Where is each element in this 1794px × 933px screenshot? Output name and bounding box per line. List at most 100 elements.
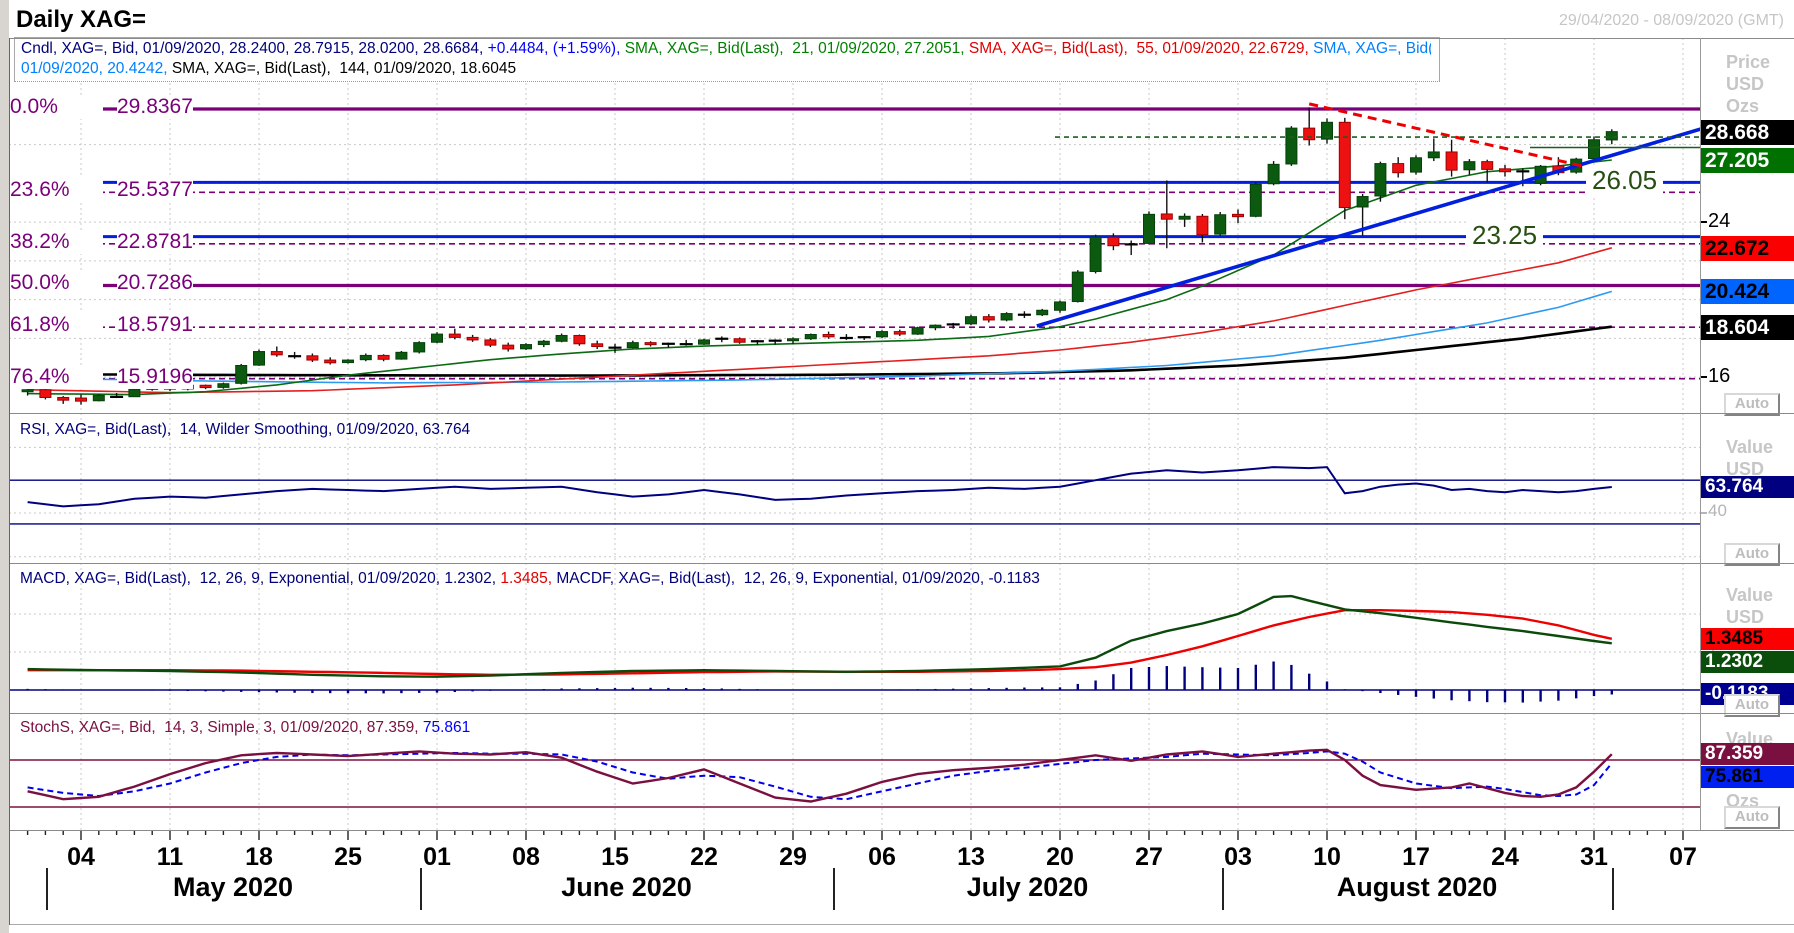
divider-macd-stoch	[9, 713, 1794, 714]
fib-pct: 76.4%	[10, 364, 103, 389]
scale-badge: 1.2302	[1700, 651, 1794, 673]
scale-header-label: USD	[1726, 74, 1765, 94]
month-label: August 2020	[1336, 872, 1498, 902]
week-label: 07	[1669, 843, 1697, 871]
week-label: 31	[1580, 843, 1608, 871]
legend-segment: 1.3485,	[500, 570, 557, 587]
fib-level-label: 76.4% 15.9196	[10, 364, 193, 389]
legend-segment: RSI, XAG=, Bid(Last), 14, Wilder Smoothi…	[20, 421, 471, 438]
scale-badge: 75.861	[1700, 766, 1794, 788]
main-legend-box: Cndl, XAG=, Bid, 01/09/2020, 28.2400, 28…	[14, 37, 1440, 82]
macd-panel[interactable]	[9, 563, 1700, 713]
scale-tick-mark	[1700, 512, 1707, 514]
time-axis[interactable]	[9, 830, 1700, 925]
legend-segment: Cndl, XAG=, Bid, 01/09/2020, 28.2400, 28…	[21, 40, 488, 57]
week-label: 22	[690, 843, 718, 871]
date-range-label: 29/04/2020 - 08/09/2020 (GMT)	[1558, 12, 1784, 29]
price-annotation: 26.05	[1586, 165, 1664, 197]
fib-value: 20.7286	[117, 271, 193, 296]
legend-segment: StochS, XAG=, Bid, 14, 3, Simple, 3, 01/…	[20, 719, 423, 736]
legend-segment: SMA, XAG=, Bid(Last), 144, 01/09/2020, 1…	[171, 60, 517, 77]
week-label: 06	[868, 843, 896, 871]
fib-pct: 0.0%	[10, 95, 103, 119]
scale-header-label: Ozs	[1726, 96, 1760, 116]
scale-badge: 1.3485	[1700, 628, 1794, 650]
divider-rsi-macd	[9, 563, 1794, 564]
fib-pct: 61.8%	[10, 313, 103, 338]
week-label: 24	[1491, 843, 1519, 871]
month-label: May 2020	[172, 872, 294, 902]
scale-header-label: Price	[1726, 52, 1771, 72]
macd-legend: MACD, XAG=, Bid(Last), 12, 26, 9, Expone…	[20, 570, 1040, 588]
week-label: 03	[1224, 843, 1252, 871]
legend-segment: MACDF, XAG=, Bid(Last), 12, 26, 9, Expon…	[556, 570, 1040, 587]
scale-tick-label: 16	[1708, 365, 1731, 388]
scale-tick-mark	[1700, 376, 1707, 378]
fib-value: 22.8781	[117, 229, 193, 254]
month-label: June 2020	[561, 872, 692, 902]
fib-value: 15.9196	[117, 364, 193, 389]
scale-badge: 20.424	[1700, 278, 1794, 304]
week-label: 18	[245, 843, 273, 871]
legend-segment: MACD, XAG=, Bid(Last), 12, 26, 9, Expone…	[20, 570, 501, 587]
month-separator	[420, 868, 422, 910]
legend-segment: SMA, XAG=, Bid(Last), 21, 01/09/2020, 27…	[624, 40, 969, 57]
frame-left	[9, 38, 10, 925]
auto-scale-button[interactable]: Auto	[1724, 806, 1780, 829]
rsi-panel[interactable]	[9, 413, 1700, 563]
main-legend-line2: 01/09/2020, 20.4242, SMA, XAG=, Bid(Last…	[21, 60, 1431, 78]
fib-level-label: 0.0% 29.8367	[10, 95, 193, 119]
stoch-panel[interactable]	[9, 713, 1700, 830]
fib-pct: 38.2%	[10, 229, 103, 254]
auto-scale-button[interactable]: Auto	[1724, 393, 1780, 416]
month-separator	[1222, 868, 1224, 910]
scale-tick-mark	[1700, 221, 1707, 223]
window-edge-strip	[0, 0, 9, 933]
week-label: 20	[1046, 843, 1074, 871]
frame-bottom	[9, 924, 1794, 925]
fib-level-label: 38.2% 22.8781	[10, 229, 193, 254]
legend-segment: 01/09/2020, 20.4242,	[21, 60, 172, 77]
week-label: 13	[957, 843, 985, 871]
week-label: 17	[1402, 843, 1430, 871]
divider-stoch-axis	[9, 830, 1794, 831]
main-legend-line1: Cndl, XAG=, Bid, 01/09/2020, 28.2400, 28…	[21, 40, 1431, 58]
week-label: 29	[779, 843, 807, 871]
fib-level-label: 23.6% 25.5377	[10, 178, 193, 203]
scale-header-label: USD	[1726, 459, 1765, 479]
fib-value: 25.5377	[117, 178, 193, 203]
scale-badge: 18.604	[1700, 314, 1794, 340]
week-label: 04	[67, 843, 95, 871]
scale-badge: 63.764	[1700, 476, 1794, 498]
scale-badge: 87.359	[1700, 743, 1794, 765]
week-label: 01	[423, 843, 451, 871]
week-label: 15	[601, 843, 629, 871]
scale-header-label: USD	[1726, 607, 1765, 627]
legend-segment: +0.4484, (+1.59%),	[487, 40, 625, 57]
fib-level-label: 50.0% 20.7286	[10, 271, 193, 296]
scale-badge: 22.672	[1700, 235, 1794, 261]
fib-value: 18.5791	[117, 313, 193, 338]
month-label: July 2020	[966, 872, 1089, 902]
week-label: 11	[156, 843, 184, 871]
auto-scale-button[interactable]: Auto	[1724, 694, 1780, 717]
scale-divider	[1700, 38, 1701, 830]
price-scale-column[interactable]: Price USD Ozs 24 16 28.668 27.205 22.672 20.424 1…	[1700, 38, 1794, 925]
fib-pct: 50.0%	[10, 271, 103, 296]
price-annotation: 23.25	[1466, 219, 1544, 251]
scale-header-label: Value	[1726, 437, 1774, 457]
month-separator	[1612, 868, 1614, 910]
page-title: Daily XAG=	[16, 6, 147, 33]
fib-value: 29.8367	[117, 95, 193, 119]
week-label: 25	[334, 843, 362, 871]
month-separator	[833, 868, 835, 910]
auto-scale-button[interactable]: Auto	[1724, 543, 1780, 566]
fib-pct: 23.6%	[10, 178, 103, 203]
stoch-legend: StochS, XAG=, Bid, 14, 3, Simple, 3, 01/…	[20, 719, 470, 737]
scale-tick-label: 40	[1708, 501, 1727, 520]
legend-segment: 75.861	[422, 719, 471, 736]
main-price-panel[interactable]	[9, 38, 1700, 413]
month-separator	[46, 868, 48, 910]
divider-main-rsi	[9, 413, 1794, 414]
